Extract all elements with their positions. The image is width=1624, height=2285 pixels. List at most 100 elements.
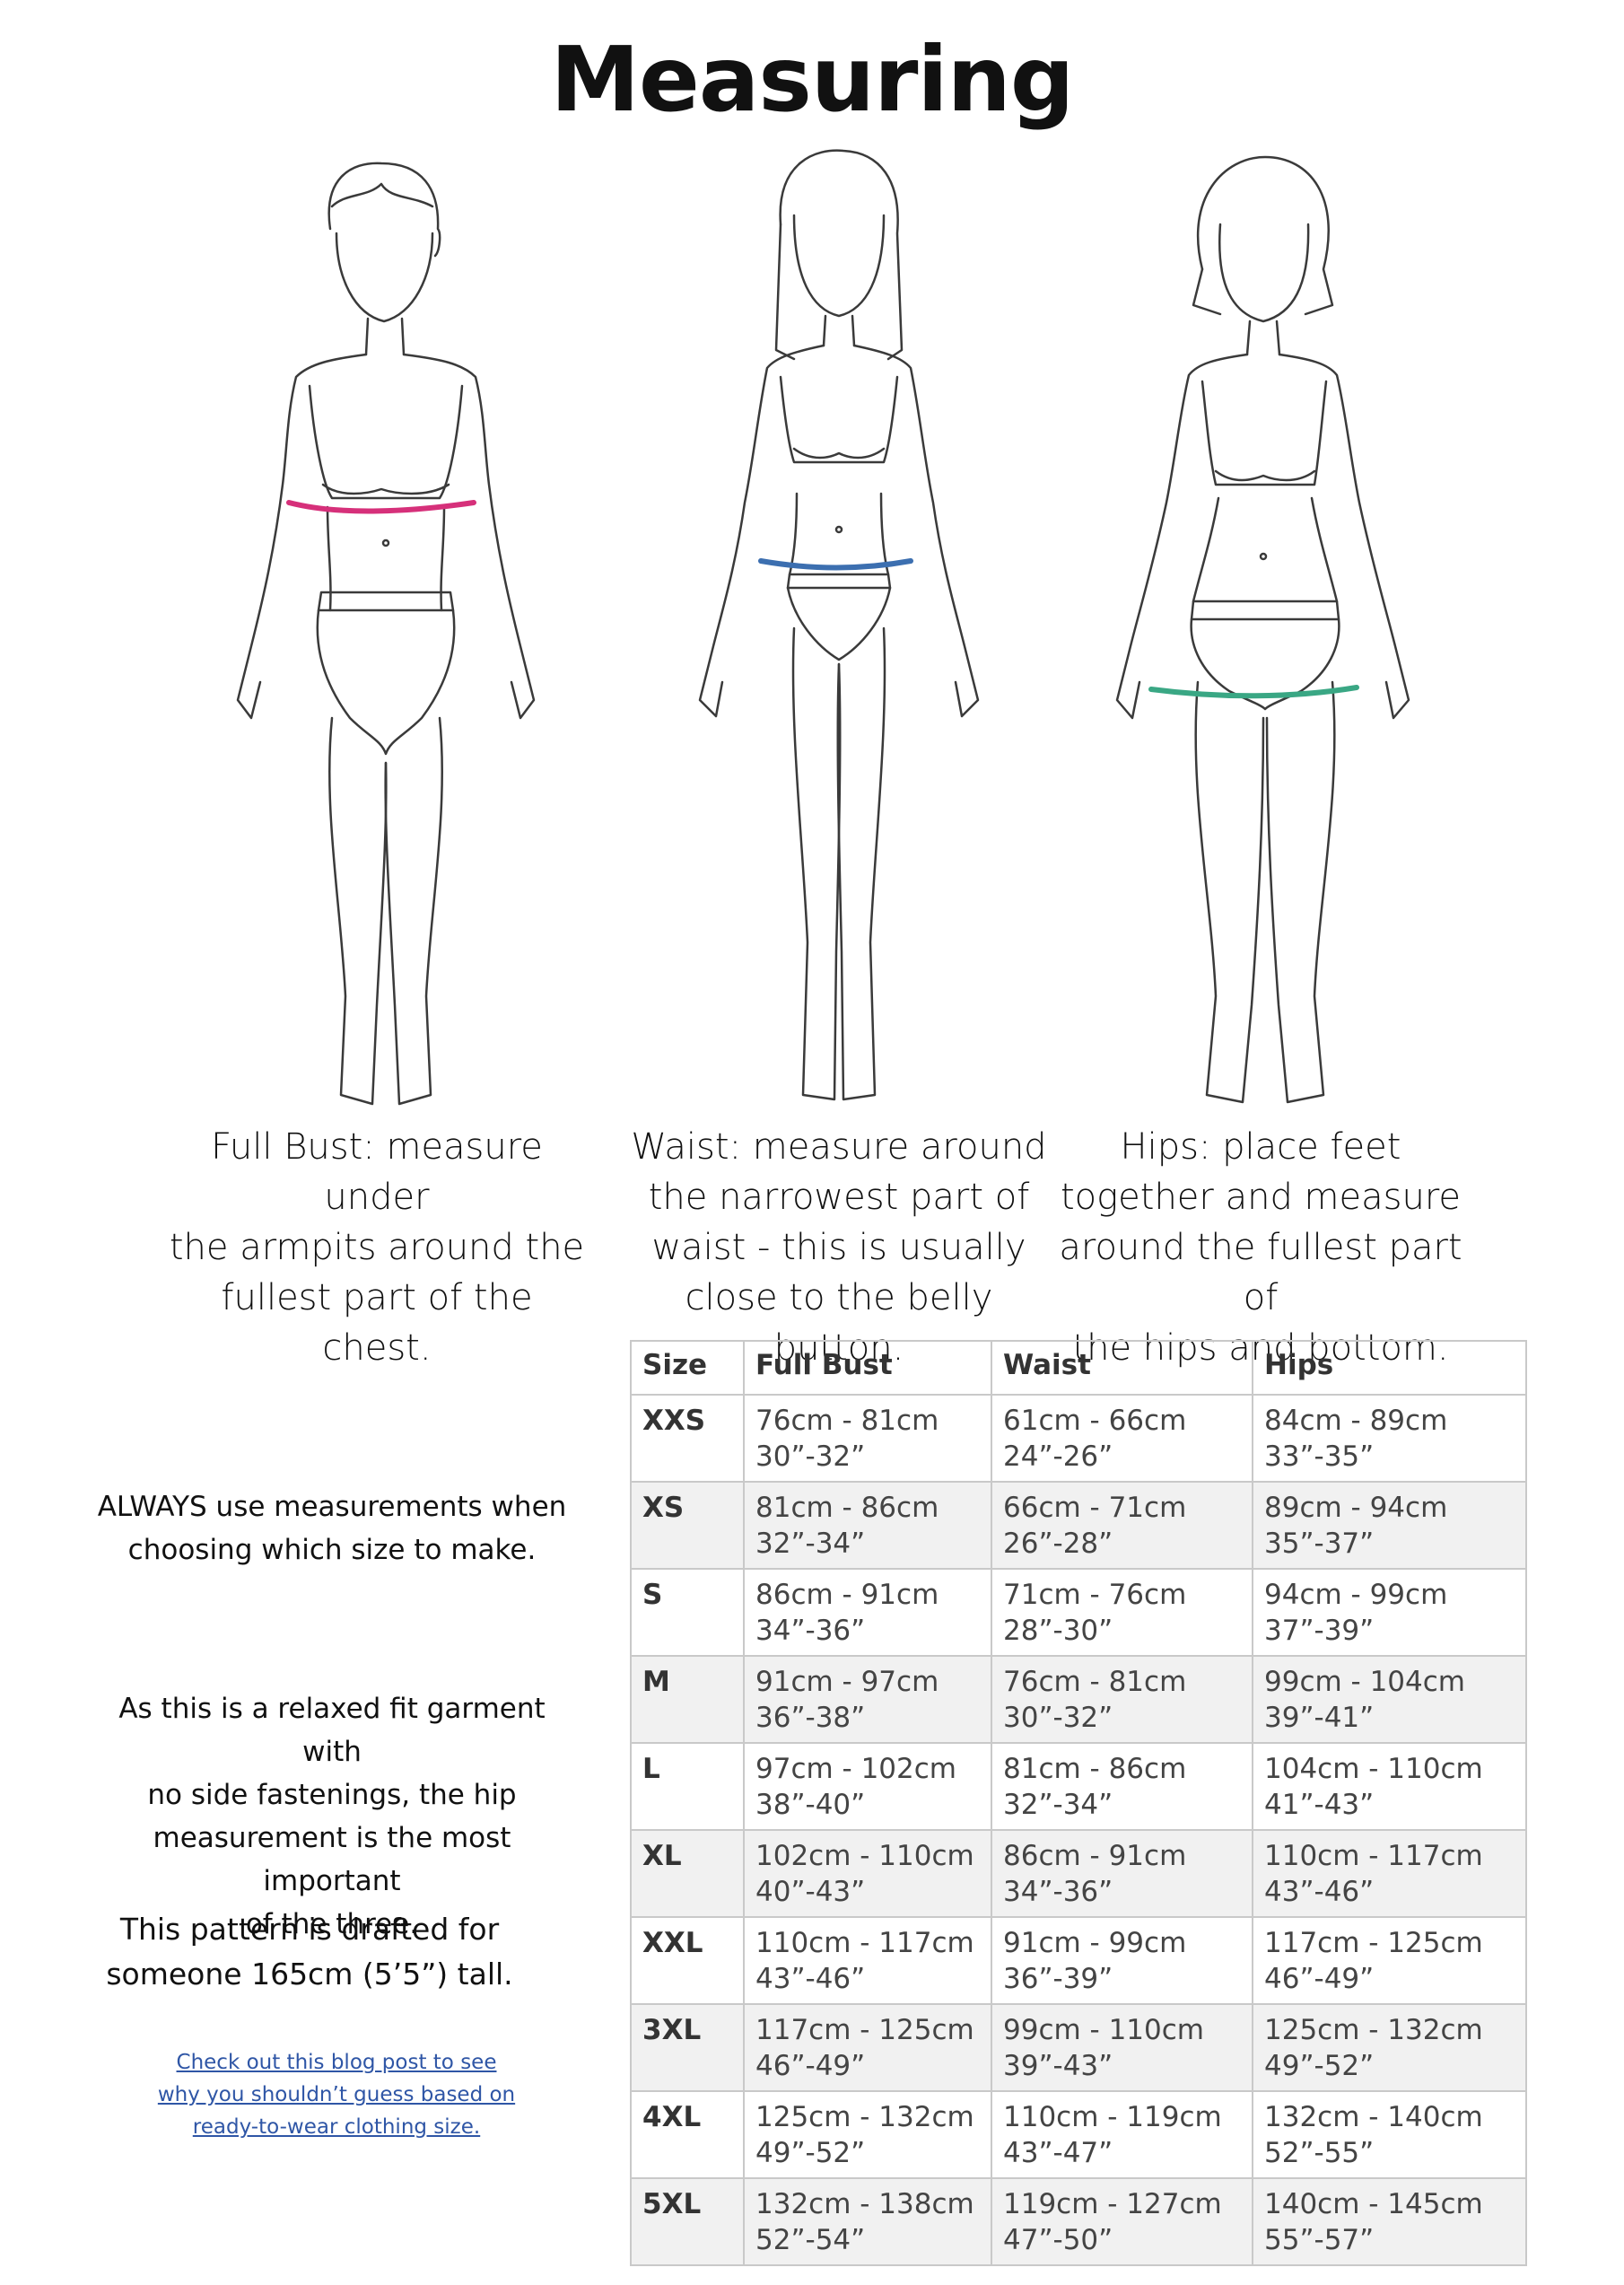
hips-cm-value: 117cm - 125cm xyxy=(1264,1927,1483,1959)
waist-inch-value: 43”-47” xyxy=(1003,2137,1113,2169)
bust-cell: 91cm - 97cm 36”-38” xyxy=(743,1655,992,1744)
relaxed-fit-note: As this is a relaxed fit garment with no… xyxy=(85,1687,579,1946)
waist-cm-value: 71cm - 76cm xyxy=(1003,1579,1187,1611)
figure-bust-illustration xyxy=(236,162,536,1106)
table-row: XXS 76cm - 81cm 30”-32” 61cm - 66cm 24”-26” 8… xyxy=(630,1394,1527,1483)
table-row: 4XL 125cm - 132cm 49”-52” 110cm - 119cm 43”-… xyxy=(630,2090,1527,2179)
measurement-lines xyxy=(286,500,1359,699)
hips-inch-value: 35”-37” xyxy=(1264,1528,1375,1560)
hips-cm-value: 140cm - 145cm xyxy=(1264,2188,1483,2220)
bust-inch-value: 30”-32” xyxy=(755,1440,866,1473)
hips-cell: 104cm - 110cm 41”-43” xyxy=(1252,1742,1527,1831)
size-cell: L xyxy=(630,1742,745,1831)
note-line: This pattern is drafted for xyxy=(119,1912,500,1947)
hips-cm-value: 89cm - 94cm xyxy=(1264,1492,1448,1524)
waist-cell: 81cm - 86cm 32”-34” xyxy=(991,1742,1253,1831)
bust-inch-value: 36”-38” xyxy=(755,1702,866,1734)
hips-cm-value: 84cm - 89cm xyxy=(1264,1405,1448,1437)
size-cell: 5XL xyxy=(630,2177,745,2266)
bust-cell: 125cm - 132cm 49”-52” xyxy=(743,2090,992,2179)
waist-caption-line: waist - this is usually xyxy=(651,1227,1026,1268)
bust-cm-value: 110cm - 117cm xyxy=(755,1927,974,1959)
waist-cm-value: 66cm - 71cm xyxy=(1003,1492,1187,1524)
waist-cell: 61cm - 66cm 24”-26” xyxy=(991,1394,1253,1483)
waist-cm-value: 119cm - 127cm xyxy=(1003,2188,1222,2220)
note-line: no side fastenings, the hip xyxy=(147,1779,517,1811)
waist-cm-value: 86cm - 91cm xyxy=(1003,1840,1187,1872)
note-line: choosing which size to make. xyxy=(127,1534,537,1566)
page-title: Measuring xyxy=(550,27,1075,132)
waist-inch-value: 24”-26” xyxy=(1003,1440,1113,1473)
waist-cell: 71cm - 76cm 28”-30” xyxy=(991,1568,1253,1657)
size-cell: XS xyxy=(630,1481,745,1570)
table-header-row: Size Full Bust Waist Hips xyxy=(630,1340,1527,1396)
header-full-bust: Full Bust xyxy=(743,1340,992,1396)
table-row: 3XL 117cm - 125cm 46”-49” 99cm - 110cm 39”-4… xyxy=(630,2003,1527,2092)
hips-cell: 84cm - 89cm 33”-35” xyxy=(1252,1394,1527,1483)
figure-hips-illustration xyxy=(1115,155,1410,1104)
bust-cell: 86cm - 91cm 34”-36” xyxy=(743,1568,992,1657)
hips-cell: 132cm - 140cm 52”-55” xyxy=(1252,2090,1527,2179)
waist-inch-value: 28”-30” xyxy=(1003,1615,1113,1647)
bust-cm-value: 117cm - 125cm xyxy=(755,2014,974,2046)
table-row: 5XL 132cm - 138cm 52”-54” 119cm - 127cm 47”-… xyxy=(630,2177,1527,2266)
hips-cm-value: 99cm - 104cm xyxy=(1264,1666,1465,1698)
size-cell: XXS xyxy=(630,1394,745,1483)
bust-inch-value: 40”-43” xyxy=(755,1876,866,1908)
waist-cm-value: 110cm - 119cm xyxy=(1003,2101,1222,2133)
header-hips: Hips xyxy=(1252,1340,1527,1396)
bust-cm-value: 81cm - 86cm xyxy=(755,1492,939,1524)
bust-cm-value: 86cm - 91cm xyxy=(755,1579,939,1611)
hips-cell: 94cm - 99cm 37”-39” xyxy=(1252,1568,1527,1657)
hips-inch-value: 46”-49” xyxy=(1264,1963,1375,1995)
header-size: Size xyxy=(630,1340,745,1396)
waist-caption-line: Waist: measure around xyxy=(631,1126,1047,1168)
bust-inch-value: 46”-49” xyxy=(755,2050,866,2082)
bust-cell: 76cm - 81cm 30”-32” xyxy=(743,1394,992,1483)
bust-inch-value: 52”-54” xyxy=(755,2224,866,2256)
link-line[interactable]: ready-to-wear clothing size. xyxy=(192,2115,481,2139)
hips-measure-line xyxy=(1148,685,1359,699)
bust-cm-value: 91cm - 97cm xyxy=(755,1666,939,1698)
waist-cell: 86cm - 91cm 34”-36” xyxy=(991,1829,1253,1918)
bust-inch-value: 38”-40” xyxy=(755,1789,866,1821)
waist-inch-value: 39”-43” xyxy=(1003,2050,1113,2082)
note-line: of the three. xyxy=(245,1908,419,1940)
size-cell: M xyxy=(630,1655,745,1744)
size-cell: XL xyxy=(630,1829,745,1918)
size-cell: 3XL xyxy=(630,2003,745,2092)
hips-inch-value: 52”-55” xyxy=(1264,2137,1375,2169)
hips-cell: 117cm - 125cm 46”-49” xyxy=(1252,1916,1527,2005)
hips-inch-value: 37”-39” xyxy=(1264,1615,1375,1647)
figure-illustrations xyxy=(0,144,1624,1131)
waist-inch-value: 34”-36” xyxy=(1003,1876,1113,1908)
bust-cell: 97cm - 102cm 38”-40” xyxy=(743,1742,992,1831)
waist-cm-value: 99cm - 110cm xyxy=(1003,2014,1204,2046)
hips-cm-value: 110cm - 117cm xyxy=(1264,1840,1483,1872)
bust-inch-value: 49”-52” xyxy=(755,2137,866,2169)
table-row: L 97cm - 102cm 38”-40” 81cm - 86cm 32”-34” 10… xyxy=(630,1742,1527,1831)
blog-post-link[interactable]: Check out this blog post to see why you … xyxy=(126,2046,547,2143)
hips-caption-line: around the fullest part of xyxy=(1059,1227,1462,1318)
note-line: someone 165cm (5’5”) tall. xyxy=(106,1957,513,1992)
bust-caption: Full Bust: measure under the armpits aro… xyxy=(162,1122,592,1373)
bust-cell: 117cm - 125cm 46”-49” xyxy=(743,2003,992,2092)
bust-measure-line xyxy=(286,500,476,514)
table-row: XXL 110cm - 117cm 43”-46” 91cm - 99cm 36”-39… xyxy=(630,1916,1527,2005)
waist-inch-value: 36”-39” xyxy=(1003,1963,1113,1995)
waist-inch-value: 32”-34” xyxy=(1003,1789,1113,1821)
hips-cell: 89cm - 94cm 35”-37” xyxy=(1252,1481,1527,1570)
waist-cm-value: 61cm - 66cm xyxy=(1003,1405,1187,1437)
hips-inch-value: 33”-35” xyxy=(1264,1440,1375,1473)
link-line[interactable]: Check out this blog post to see xyxy=(176,2051,497,2074)
waist-inch-value: 30”-32” xyxy=(1003,1702,1113,1734)
note-line: measurement is the most important xyxy=(153,1822,511,1897)
hips-cm-value: 94cm - 99cm xyxy=(1264,1579,1448,1611)
link-line[interactable]: why you shouldn’t guess based on xyxy=(157,2083,516,2106)
waist-cell: 110cm - 119cm 43”-47” xyxy=(991,2090,1253,2179)
hips-cell: 140cm - 145cm 55”-57” xyxy=(1252,2177,1527,2266)
waist-measure-line xyxy=(758,558,913,571)
hips-cm-value: 132cm - 140cm xyxy=(1264,2101,1483,2133)
size-cell: S xyxy=(630,1568,745,1657)
hips-caption-line: Hips: place feet xyxy=(1120,1126,1401,1168)
